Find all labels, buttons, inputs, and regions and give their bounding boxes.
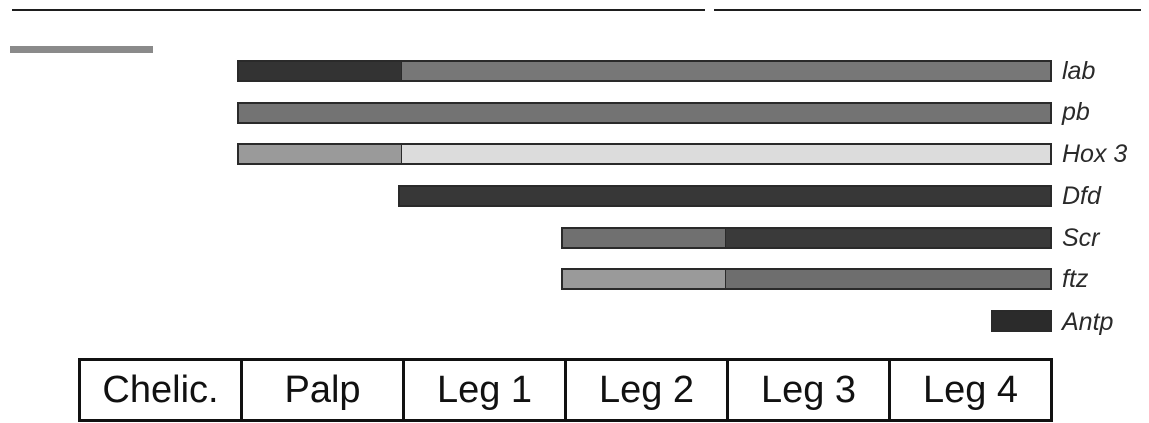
gene-bar-lab xyxy=(237,60,1052,82)
lab-segment-1 xyxy=(239,62,401,80)
ftz-segment-2 xyxy=(725,270,1050,288)
body-segment-leg-4: Leg 4 xyxy=(891,361,1053,419)
gene-label-hox3: Hox 3 xyxy=(1062,140,1128,168)
hox3-segment-2 xyxy=(401,145,1050,163)
gene-label-ftz: ftz xyxy=(1062,265,1089,293)
gene-label-dfd: Dfd xyxy=(1062,182,1101,210)
gene-label-antp: Antp xyxy=(1062,308,1114,336)
gene-bar-scr xyxy=(561,227,1052,249)
grey-dash-mark xyxy=(10,46,153,53)
body-segment-palp: Palp xyxy=(243,361,405,419)
body-segment-row: Chelic. Palp Leg 1 Leg 2 Leg 3 Leg 4 xyxy=(78,358,1053,422)
ftz-segment-1 xyxy=(563,270,725,288)
body-segment-leg-2: Leg 2 xyxy=(567,361,729,419)
hox3-segment-1 xyxy=(239,145,401,163)
gene-label-lab: lab xyxy=(1062,57,1096,85)
gene-bar-dfd xyxy=(398,185,1052,207)
body-segment-leg-3: Leg 3 xyxy=(729,361,891,419)
lab-segment-2 xyxy=(401,62,1050,80)
body-segment-leg-1: Leg 1 xyxy=(405,361,567,419)
top-rule-left xyxy=(12,9,705,11)
body-segment-chelicera: Chelic. xyxy=(81,361,243,419)
gene-bar-pb xyxy=(237,102,1052,124)
top-rule-right xyxy=(714,9,1141,11)
gene-label-scr: Scr xyxy=(1062,224,1100,252)
gene-bar-hox3 xyxy=(237,143,1052,165)
scr-segment-1 xyxy=(563,229,725,247)
gene-bar-ftz xyxy=(561,268,1052,290)
dfd-segment-1 xyxy=(400,187,1050,205)
antp-segment-1 xyxy=(993,312,1050,330)
scr-segment-2 xyxy=(725,229,1050,247)
gene-bar-antp xyxy=(991,310,1052,332)
pb-segment-1 xyxy=(239,104,1050,122)
gene-label-pb: pb xyxy=(1062,98,1090,126)
